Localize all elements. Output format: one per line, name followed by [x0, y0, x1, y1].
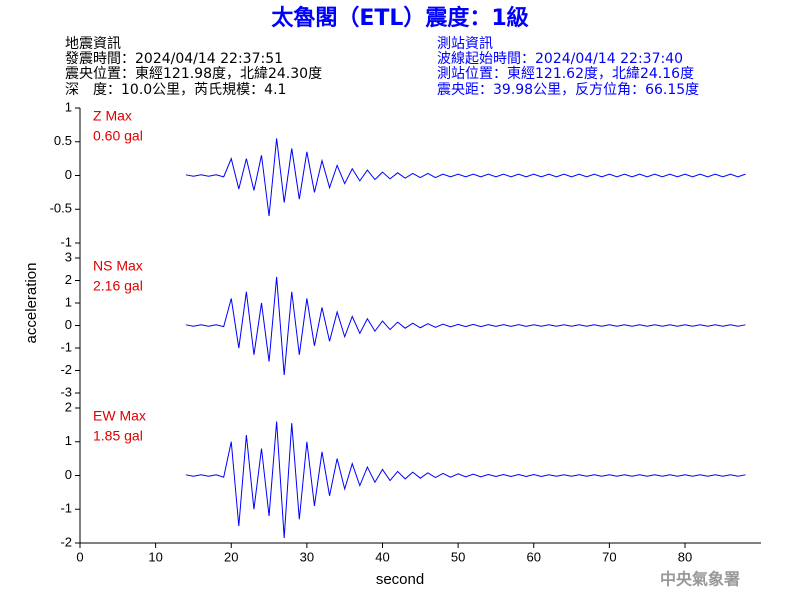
y-tick-label: 1	[65, 294, 72, 309]
series-name: Z Max	[93, 108, 132, 124]
info-line: 深 度：10.0公里，芮氏規模：4.1	[65, 81, 286, 98]
info-line: 波線起始時間：2024/04/14 22:37:40	[437, 51, 683, 67]
info-line: 測站位置：東經121.62度，北緯24.16度	[437, 66, 694, 82]
info-line: 測站資訊	[437, 36, 493, 52]
y-tick-label: 2	[65, 272, 72, 287]
y-tick-label: 0	[65, 167, 72, 182]
y-tick-label: -3	[60, 384, 72, 399]
y-tick-label: -0.5	[50, 201, 72, 216]
waveform	[185, 276, 746, 376]
y-axis-label: acceleration	[23, 263, 40, 344]
y-tick-label: 0	[65, 317, 72, 332]
info-line: 發震時間：2024/04/14 22:37:51	[65, 51, 283, 67]
x-axis-label: second	[376, 571, 424, 588]
y-tick-label: -2	[60, 362, 72, 377]
info-line: 震央距：39.98公里，反方位角：66.15度	[437, 82, 699, 98]
x-tick-label: 0	[76, 549, 83, 564]
y-tick-label: -2	[60, 534, 72, 549]
x-tick-label: 70	[602, 549, 616, 564]
x-tick-label: 60	[527, 549, 541, 564]
x-tick-label: 30	[300, 549, 314, 564]
max-label: 0.60 gal	[93, 128, 143, 144]
y-tick-label: -1	[60, 501, 72, 516]
x-tick-label: 50	[451, 549, 465, 564]
y-tick-label: -1	[60, 339, 72, 354]
y-tick-label: -1	[60, 234, 72, 249]
y-tick-label: 2	[65, 399, 72, 414]
footer: 中央氣象署	[660, 570, 740, 589]
y-tick-label: 3	[65, 249, 72, 264]
max-label: 2.16 gal	[93, 278, 143, 294]
x-tick-label: 10	[148, 549, 162, 564]
y-tick-label: 1	[65, 99, 72, 114]
series-name: EW Max	[93, 408, 146, 424]
series-name: NS Max	[93, 258, 143, 274]
x-tick-label: 20	[224, 549, 238, 564]
info-line: 震央位置：東經121.98度，北緯24.30度	[65, 66, 322, 82]
chart-title: 太魯閣（ETL）震度：1級	[271, 5, 528, 31]
y-tick-label: 1	[65, 433, 72, 448]
y-tick-label: 0.5	[54, 133, 72, 148]
waveform	[185, 421, 746, 538]
waveform	[185, 138, 746, 217]
x-tick-label: 80	[678, 549, 692, 564]
info-line: 地震資訊	[65, 36, 121, 52]
x-tick-label: 40	[375, 549, 389, 564]
max-label: 1.85 gal	[93, 428, 143, 444]
y-tick-label: 0	[65, 467, 72, 482]
